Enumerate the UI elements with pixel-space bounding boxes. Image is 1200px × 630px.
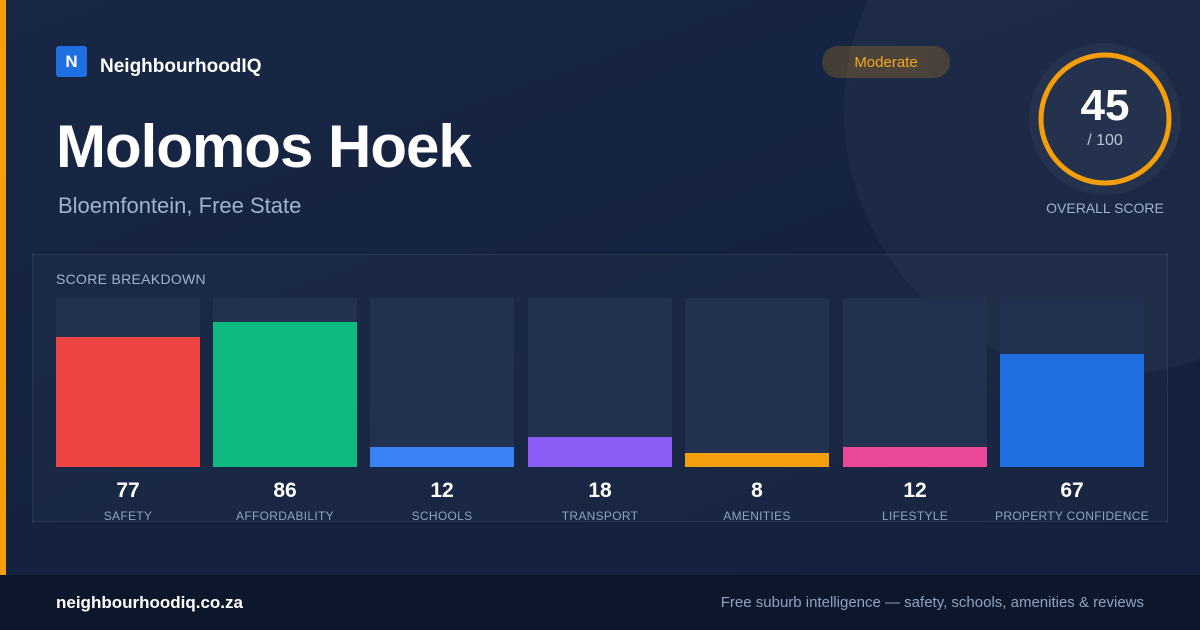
metric-track — [370, 298, 514, 467]
metric-value: 77 — [116, 479, 140, 502]
metric-lifestyle: 12 LIFESTYLE — [843, 298, 987, 523]
metric-track — [1000, 298, 1144, 467]
rating-badge: Moderate — [822, 46, 950, 78]
suburb-title: Molomos Hoek — [56, 113, 472, 180]
metric-bar — [685, 453, 829, 467]
score-breakdown-panel: SCORE BREAKDOWN 77 SAFETY 86 AFFORDABILI… — [32, 254, 1168, 523]
accent-bar — [0, 0, 6, 575]
metric-value: 18 — [588, 479, 612, 502]
footer-domain: neighbourhoodiq.co.za — [56, 593, 243, 612]
metric-label: SAFETY — [103, 509, 153, 523]
metric-bar — [1000, 353, 1144, 467]
metric-label: TRANSPORT — [561, 509, 639, 523]
metric-label: SCHOOLS — [411, 509, 473, 523]
score-ring-graphic — [1029, 43, 1181, 195]
overall-score-max: / 100 — [1087, 132, 1123, 149]
brand-name: NeighbourhoodIQ — [100, 56, 262, 77]
metric-track — [56, 298, 200, 467]
footer: neighbourhoodiq.co.za Free suburb intell… — [0, 575, 1200, 630]
metric-label: LIFESTYLE — [881, 509, 949, 523]
metric-track — [528, 298, 672, 467]
metric-bar — [56, 336, 200, 467]
logo-icon: N — [56, 46, 87, 77]
metric-label: PROPERTY CONFIDENCE — [995, 509, 1149, 523]
metric-bar — [528, 436, 672, 467]
score-ring-stroke — [1038, 52, 1172, 186]
metric-value: 8 — [751, 479, 763, 502]
metric-safety: 77 SAFETY — [56, 298, 200, 523]
suburb-location: Bloemfontein, Free State — [58, 193, 302, 218]
metric-property-confidence: 67 PROPERTY CONFIDENCE — [995, 298, 1149, 523]
metric-value: 12 — [903, 479, 927, 502]
metric-value: 12 — [430, 479, 454, 502]
metric-track — [213, 298, 357, 467]
metric-amenities: 8 AMENITIES — [685, 298, 829, 523]
metric-value: 86 — [273, 479, 297, 502]
metric-schools: 12 SCHOOLS — [370, 298, 514, 523]
metric-bar — [843, 446, 987, 467]
metric-value: 67 — [1060, 479, 1084, 502]
metric-bar — [370, 446, 514, 467]
metric-bar — [213, 321, 357, 467]
metric-track — [685, 298, 829, 467]
metric-affordability: 86 AFFORDABILITY — [213, 298, 357, 523]
overall-score-ring: 45 / 100 — [1028, 42, 1182, 196]
footer-tagline: Free suburb intelligence — safety, schoo… — [720, 594, 1144, 611]
overall-score-value: 45 — [1080, 81, 1130, 130]
overall-score-label: OVERALL SCORE — [1046, 200, 1164, 216]
metric-transport: 18 TRANSPORT — [528, 298, 672, 523]
breakdown-title: SCORE BREAKDOWN — [56, 271, 206, 287]
metric-label: AFFORDABILITY — [236, 509, 334, 523]
metric-label: AMENITIES — [723, 509, 791, 523]
metric-track — [843, 298, 987, 467]
